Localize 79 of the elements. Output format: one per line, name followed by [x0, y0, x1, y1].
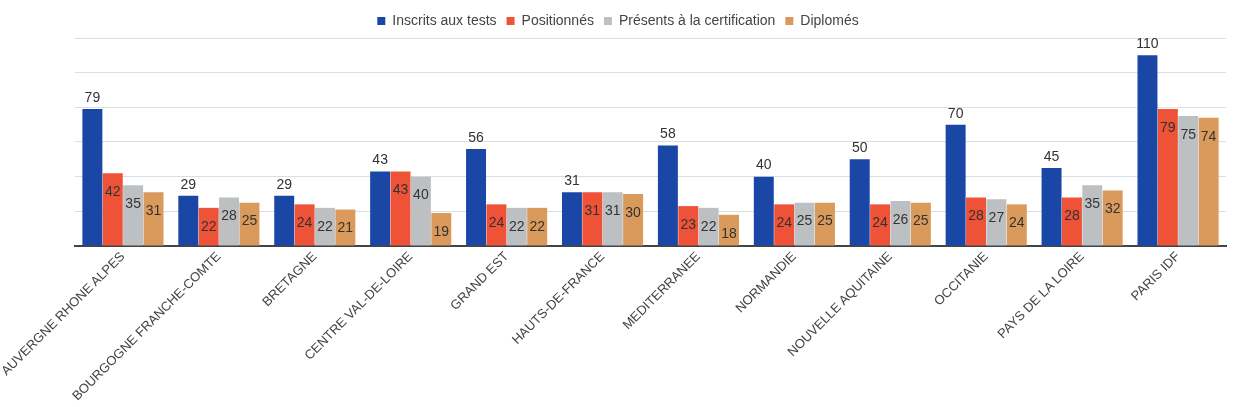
- data-label: 22: [700, 217, 717, 234]
- data-label: 74: [1200, 127, 1217, 144]
- bar: [178, 195, 199, 246]
- data-label: 43: [372, 151, 389, 168]
- bar: [1006, 204, 1027, 246]
- data-label: 23: [680, 215, 697, 232]
- bar: [410, 176, 431, 246]
- data-label: 24: [776, 214, 793, 231]
- bar: [602, 192, 623, 246]
- data-label: 22: [509, 217, 525, 234]
- data-label: 45: [1043, 147, 1060, 164]
- data-label: 22: [200, 217, 217, 234]
- data-label: 79: [1160, 118, 1176, 135]
- data-label: 26: [892, 210, 909, 227]
- data-label: 22: [317, 217, 333, 234]
- legend-label: Présents à la certification: [618, 11, 776, 28]
- legend-label: Diplomés: [800, 11, 859, 28]
- data-label: 25: [241, 212, 258, 229]
- bar: [486, 204, 507, 246]
- data-label: 31: [145, 202, 162, 219]
- bar: [849, 159, 870, 246]
- data-label: 18: [721, 224, 738, 241]
- data-label: 42: [104, 183, 121, 200]
- bar: [143, 192, 164, 246]
- bar: [1137, 55, 1158, 246]
- data-label: 19: [433, 222, 450, 239]
- bar: [1082, 185, 1103, 246]
- data-label: 30: [625, 203, 642, 220]
- bar: [102, 173, 123, 246]
- bar: [274, 195, 295, 246]
- data-label: 25: [913, 212, 929, 229]
- bar: [123, 185, 144, 246]
- bar: [1178, 115, 1199, 246]
- bar: [582, 192, 603, 246]
- data-label: 24: [488, 214, 505, 231]
- data-label: 24: [1008, 214, 1025, 231]
- data-label: 56: [468, 128, 485, 145]
- data-label: 28: [221, 207, 238, 224]
- bar: [657, 145, 678, 246]
- data-label: 31: [564, 172, 580, 189]
- bar: [466, 148, 487, 246]
- data-label: 35: [125, 195, 142, 212]
- data-label: 79: [84, 88, 101, 105]
- bar: [945, 124, 966, 246]
- data-label: 22: [529, 217, 546, 234]
- bar: [986, 199, 1007, 246]
- data-label: 58: [660, 125, 676, 142]
- data-label: 24: [296, 214, 313, 231]
- data-label: 28: [1064, 207, 1080, 224]
- data-label: 29: [276, 175, 293, 192]
- bar: [1041, 167, 1062, 246]
- data-label: 75: [1180, 125, 1197, 142]
- bar: [82, 109, 103, 246]
- data-label: 32: [1104, 200, 1121, 217]
- data-label: 21: [337, 219, 354, 236]
- bar: [753, 176, 774, 246]
- data-label: 31: [604, 202, 621, 219]
- legend-label: Positionnés: [521, 11, 594, 28]
- bar: [1198, 117, 1219, 246]
- bar: [1102, 190, 1123, 246]
- legend-label: Inscrits aux tests: [392, 11, 497, 28]
- bar: [561, 192, 582, 246]
- bar: [294, 204, 315, 246]
- data-label: 43: [392, 181, 409, 198]
- data-label: 27: [988, 209, 1005, 226]
- data-label: 40: [413, 186, 429, 203]
- data-label: 110: [1136, 35, 1159, 52]
- data-label: 50: [851, 139, 868, 156]
- data-label: 40: [756, 156, 772, 173]
- data-label: 25: [817, 212, 833, 229]
- data-label: 29: [180, 175, 197, 192]
- bar: [1157, 109, 1178, 246]
- data-label: 35: [1084, 195, 1101, 212]
- bar: [370, 171, 391, 246]
- data-label: 25: [796, 212, 813, 229]
- data-label: 28: [968, 207, 985, 224]
- data-label: 31: [584, 202, 601, 219]
- data-label: 24: [872, 214, 889, 231]
- data-label: 70: [947, 104, 964, 121]
